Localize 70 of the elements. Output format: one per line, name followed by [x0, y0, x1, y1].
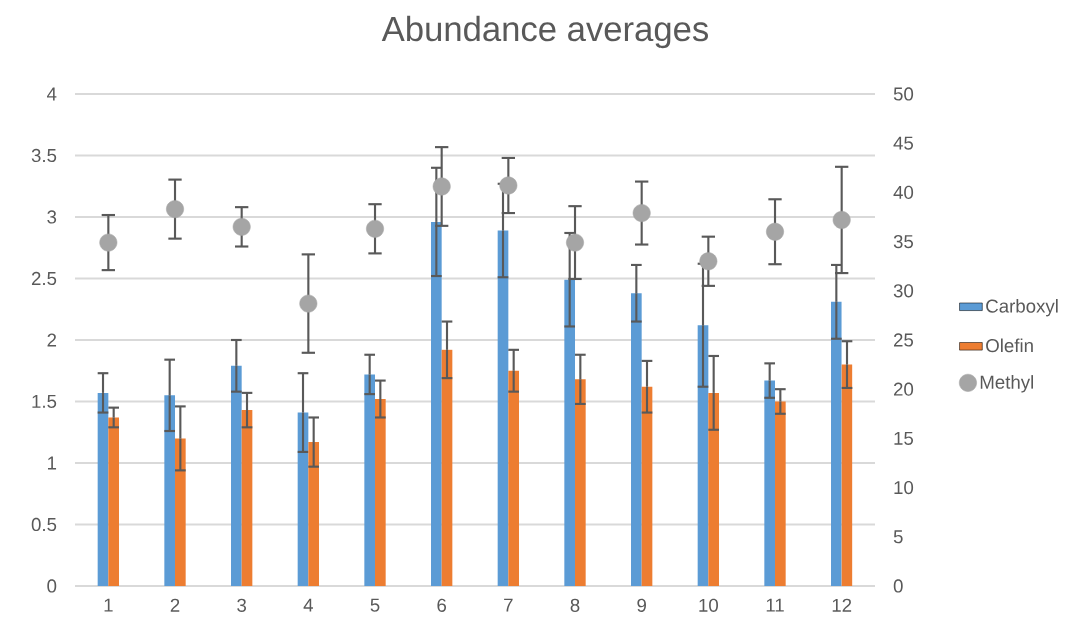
y2-tick-label: 0 — [893, 579, 903, 593]
x-tick-label: 1 — [104, 598, 113, 612]
bar — [241, 410, 253, 586]
y-tick-label: 0.5 — [31, 517, 57, 532]
y-tick-label: 0 — [47, 579, 57, 593]
legend-label: Olefin — [986, 338, 1033, 353]
legend-label: Carboxyl — [986, 299, 1058, 317]
point — [432, 177, 451, 196]
bar — [764, 380, 776, 586]
bar — [441, 349, 453, 586]
point — [166, 200, 184, 219]
chart-title: Abundance averages — [381, 15, 708, 49]
bar — [631, 293, 642, 586]
point — [766, 222, 784, 241]
y2-tick-label: 30 — [893, 284, 914, 298]
y2-tick-label: 20 — [893, 382, 914, 396]
bar — [508, 370, 520, 586]
x-tick-label: 5 — [370, 598, 380, 612]
x-tick-label: 9 — [637, 598, 646, 612]
x-tick-label: 6 — [437, 598, 447, 612]
bar — [708, 392, 720, 586]
y2-tick-label: 35 — [893, 234, 914, 249]
bar — [231, 365, 242, 586]
bar — [364, 374, 376, 586]
bar — [831, 301, 842, 586]
x-tick-label: 11 — [766, 598, 784, 612]
bar — [97, 392, 109, 586]
point — [366, 219, 384, 238]
y-tick-label: 3 — [47, 210, 57, 224]
point — [632, 204, 651, 222]
y2-tick-label: 40 — [893, 185, 914, 199]
bar — [697, 325, 709, 586]
y2-tick-label: 15 — [894, 431, 914, 445]
bar — [308, 442, 320, 586]
legend-label: Methyl — [980, 375, 1034, 393]
bar — [497, 230, 509, 586]
x-tick-label: 10 — [699, 598, 718, 612]
bar — [431, 221, 442, 586]
y-tick-label: 4 — [47, 87, 57, 101]
bar — [375, 399, 386, 586]
x-tick-label: 3 — [237, 598, 247, 612]
point — [99, 233, 118, 252]
point — [299, 294, 318, 313]
bar — [841, 364, 853, 586]
bar — [108, 417, 120, 586]
x-tick-label: 4 — [303, 598, 313, 612]
y-tick-label: 3.5 — [31, 148, 57, 163]
bar — [164, 395, 176, 586]
bar — [641, 386, 653, 586]
y-tick-label: 1 — [48, 456, 57, 470]
x-tick-label: 12 — [832, 598, 852, 612]
bar — [775, 401, 786, 586]
y2-tick-label: 25 — [893, 333, 914, 347]
bar — [297, 412, 309, 586]
y2-tick-label: 5 — [893, 530, 903, 544]
x-tick-label: 7 — [504, 598, 513, 612]
bar — [175, 438, 186, 586]
point — [832, 211, 851, 229]
y-tick-label: 1.5 — [32, 394, 57, 409]
bar — [564, 279, 576, 586]
y-tick-label: 2.5 — [31, 271, 57, 286]
x-tick-label: 8 — [570, 598, 580, 612]
point — [566, 233, 584, 252]
x-tick-label: 2 — [170, 598, 180, 612]
y2-tick-label: 45 — [893, 136, 914, 150]
bar — [575, 379, 586, 586]
y2-tick-label: 50 — [893, 87, 914, 101]
y2-tick-label: 10 — [894, 480, 914, 495]
y-tick-label: 2 — [47, 333, 57, 347]
point — [232, 217, 251, 236]
